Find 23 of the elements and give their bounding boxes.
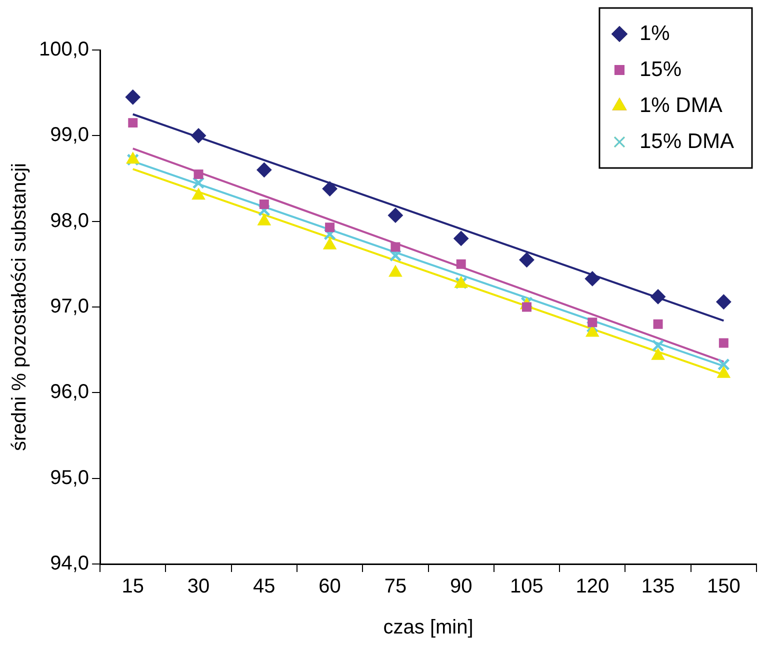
legend-label: 1% bbox=[639, 22, 670, 45]
x-tick-label: 150 bbox=[706, 576, 740, 598]
y-tick-label: 100,0 bbox=[38, 38, 90, 61]
x-tick-label: 45 bbox=[253, 576, 276, 598]
x-tick-label: 90 bbox=[450, 576, 472, 598]
y-tick-label: 99,0 bbox=[50, 124, 90, 146]
x-axis-title: czas [min] bbox=[383, 616, 474, 639]
y-tick-label: 97,0 bbox=[50, 296, 90, 318]
x-tick-label: 60 bbox=[318, 576, 341, 598]
x-tick-label: 105 bbox=[510, 576, 544, 598]
legend-label: 1% DMA bbox=[639, 94, 722, 117]
x-tick-label: 15 bbox=[122, 576, 144, 598]
y-tick-label: 95,0 bbox=[50, 466, 90, 489]
x-tick-label: 75 bbox=[384, 576, 407, 598]
legend-label: 15% DMA bbox=[639, 130, 734, 153]
legend-label: 15% bbox=[639, 58, 682, 81]
x-tick-label: 120 bbox=[576, 576, 610, 598]
x-tick-label: 30 bbox=[187, 576, 210, 598]
y-axis-title: średni % pozostałości substancji bbox=[8, 163, 31, 451]
y-tick-label: 96,0 bbox=[50, 381, 90, 404]
y-tick-label: 98,0 bbox=[50, 210, 90, 232]
x-tick-label: 135 bbox=[641, 576, 675, 598]
y-tick-label: 94,0 bbox=[50, 552, 90, 575]
